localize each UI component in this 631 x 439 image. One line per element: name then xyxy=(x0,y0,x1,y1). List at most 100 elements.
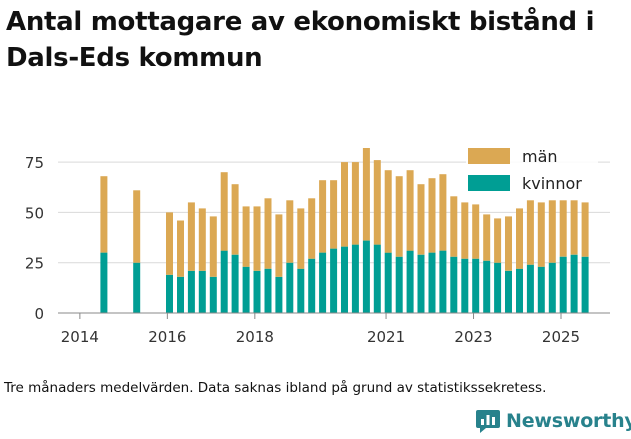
bar-man xyxy=(198,208,206,271)
x-tick-label: 2025 xyxy=(542,328,580,346)
bar-man xyxy=(319,180,327,253)
y-tick-label: 25 xyxy=(25,255,44,273)
bar-man xyxy=(406,170,414,251)
legend: män kvinnor xyxy=(466,142,598,198)
bar-man xyxy=(439,174,447,251)
bar-kvinnor xyxy=(395,256,403,313)
bar-kvinnor xyxy=(548,262,556,313)
bar-man xyxy=(428,178,436,253)
y-tick-label: 50 xyxy=(25,204,44,222)
bar-man xyxy=(450,196,458,257)
bar-man xyxy=(209,216,217,277)
bar-man xyxy=(166,212,173,275)
footnote: Tre månaders medelvärden. Data saknas ib… xyxy=(4,380,547,396)
bar-kvinnor xyxy=(242,266,250,313)
bar-man xyxy=(330,180,338,249)
bar-kvinnor xyxy=(559,256,567,313)
bar-man xyxy=(516,208,523,269)
bar-man xyxy=(505,216,512,271)
bar-kvinnor xyxy=(231,254,239,313)
brand: Newsworthy xyxy=(476,408,631,434)
bar-man xyxy=(373,160,381,245)
newsworthy-logo-icon xyxy=(476,410,500,433)
bar-man xyxy=(177,220,184,277)
bar-man xyxy=(362,148,370,241)
bar-kvinnor xyxy=(439,250,447,313)
bar-man xyxy=(100,176,108,253)
bar-man xyxy=(548,200,556,263)
bar-man xyxy=(133,190,141,263)
bar-kvinnor xyxy=(220,250,228,313)
bar-man xyxy=(341,162,348,247)
bars xyxy=(100,148,589,313)
y-tick-label: 0 xyxy=(34,305,44,323)
chart-title: Antal mottagare av ekonomiskt bistånd i … xyxy=(6,7,595,73)
bar-man xyxy=(581,202,589,257)
bar-man xyxy=(275,214,283,277)
bar-kvinnor xyxy=(319,252,327,313)
bar-kvinnor xyxy=(406,250,414,313)
bar-kvinnor xyxy=(570,254,578,313)
bar-kvinnor xyxy=(505,270,512,313)
bar-kvinnor xyxy=(450,256,458,313)
bar-man xyxy=(526,200,534,265)
bar-man xyxy=(384,170,392,253)
bar-kvinnor xyxy=(308,258,316,313)
bar-man xyxy=(417,184,425,255)
legend-swatch xyxy=(468,175,510,191)
bar-man xyxy=(297,208,305,269)
y-tick-label: 75 xyxy=(25,154,44,172)
bar-man xyxy=(483,214,491,261)
bar-man xyxy=(395,176,403,257)
bar-kvinnor xyxy=(341,246,348,313)
axes: 0 25 50 75 2014 2016 2018 2021 2023 2025 xyxy=(25,154,610,346)
bar-kvinnor xyxy=(472,258,480,313)
bar-kvinnor xyxy=(373,244,381,313)
bar-man xyxy=(308,198,316,259)
bar-kvinnor xyxy=(537,266,545,313)
x-tick-label: 2016 xyxy=(148,328,186,346)
x-tick-label: 2023 xyxy=(454,328,492,346)
bar-kvinnor xyxy=(417,254,425,313)
bar-kvinnor xyxy=(494,262,502,313)
bar-man xyxy=(220,172,228,251)
brand-name: Newsworthy xyxy=(506,410,631,432)
bar-kvinnor xyxy=(581,256,589,313)
bar-kvinnor xyxy=(428,252,436,313)
bar-kvinnor xyxy=(264,268,272,313)
bar-man xyxy=(187,202,195,271)
bar-kvinnor xyxy=(351,244,359,313)
bar-kvinnor xyxy=(209,276,217,313)
legend-label: kvinnor xyxy=(522,174,582,193)
bar-kvinnor xyxy=(166,274,173,313)
bar-kvinnor xyxy=(133,262,141,313)
bar-kvinnor xyxy=(483,260,491,313)
bar-kvinnor xyxy=(253,270,261,313)
bar-man xyxy=(264,198,272,269)
x-tick-label: 2021 xyxy=(367,328,405,346)
bar-kvinnor xyxy=(461,258,469,313)
bar-man xyxy=(570,200,578,255)
bar-kvinnor xyxy=(275,276,283,313)
x-tick-label: 2018 xyxy=(236,328,274,346)
bar-kvinnor xyxy=(187,270,195,313)
bar-man xyxy=(537,202,545,267)
bar-man xyxy=(351,162,359,245)
bar-man xyxy=(559,200,567,257)
bar-kvinnor xyxy=(516,268,523,313)
bar-man xyxy=(461,202,469,259)
bar-kvinnor xyxy=(384,252,392,313)
bar-man xyxy=(472,204,480,259)
bar-man xyxy=(286,200,294,263)
bar-man xyxy=(231,184,239,255)
bar-man xyxy=(253,206,261,271)
bar-kvinnor xyxy=(100,252,108,313)
bar-man xyxy=(242,206,250,267)
bar-kvinnor xyxy=(286,262,294,313)
legend-label: män xyxy=(522,147,558,166)
x-tick-label: 2014 xyxy=(61,328,99,346)
bar-kvinnor xyxy=(362,240,370,313)
bar-man xyxy=(494,218,502,263)
legend-swatch xyxy=(468,148,510,164)
